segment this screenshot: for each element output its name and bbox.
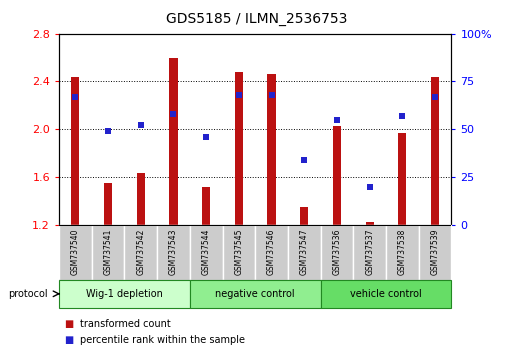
Text: ■: ■ <box>64 335 73 345</box>
Bar <box>157 225 190 280</box>
Text: GSM737543: GSM737543 <box>169 229 178 275</box>
Bar <box>124 225 157 280</box>
Bar <box>288 225 321 280</box>
Text: GSM737540: GSM737540 <box>71 229 80 275</box>
Bar <box>267 74 275 225</box>
Text: GSM737542: GSM737542 <box>136 229 145 275</box>
Bar <box>419 225 451 280</box>
Bar <box>321 280 451 308</box>
Text: GSM737545: GSM737545 <box>234 229 243 275</box>
Text: vehicle control: vehicle control <box>350 289 422 299</box>
Text: GSM737544: GSM737544 <box>202 229 211 275</box>
Bar <box>190 225 223 280</box>
Bar <box>398 133 406 225</box>
Text: GDS5185 / ILMN_2536753: GDS5185 / ILMN_2536753 <box>166 12 347 27</box>
Bar <box>321 225 353 280</box>
Bar <box>92 225 125 280</box>
Bar <box>353 225 386 280</box>
Text: transformed count: transformed count <box>80 319 170 329</box>
Text: percentile rank within the sample: percentile rank within the sample <box>80 335 245 345</box>
Text: GSM737541: GSM737541 <box>104 229 112 275</box>
Bar <box>59 225 92 280</box>
Text: ■: ■ <box>64 319 73 329</box>
Text: GSM737537: GSM737537 <box>365 229 374 275</box>
Text: GSM737547: GSM737547 <box>300 229 309 275</box>
Bar <box>366 222 374 225</box>
Bar <box>255 225 288 280</box>
Text: GSM737546: GSM737546 <box>267 229 276 275</box>
Bar <box>104 183 112 225</box>
Text: Wig-1 depletion: Wig-1 depletion <box>86 289 163 299</box>
Bar <box>202 187 210 225</box>
Bar <box>386 225 419 280</box>
Text: protocol: protocol <box>8 289 47 299</box>
Bar <box>431 77 439 225</box>
Text: GSM737536: GSM737536 <box>332 229 342 275</box>
Bar <box>190 280 321 308</box>
Bar <box>223 225 255 280</box>
Text: GSM737538: GSM737538 <box>398 229 407 275</box>
Bar <box>300 207 308 225</box>
Bar <box>169 57 177 225</box>
Bar <box>235 72 243 225</box>
Bar <box>59 280 190 308</box>
Text: GSM737539: GSM737539 <box>430 229 440 275</box>
Bar <box>333 126 341 225</box>
Bar <box>136 173 145 225</box>
Text: negative control: negative control <box>215 289 295 299</box>
Bar <box>71 77 80 225</box>
